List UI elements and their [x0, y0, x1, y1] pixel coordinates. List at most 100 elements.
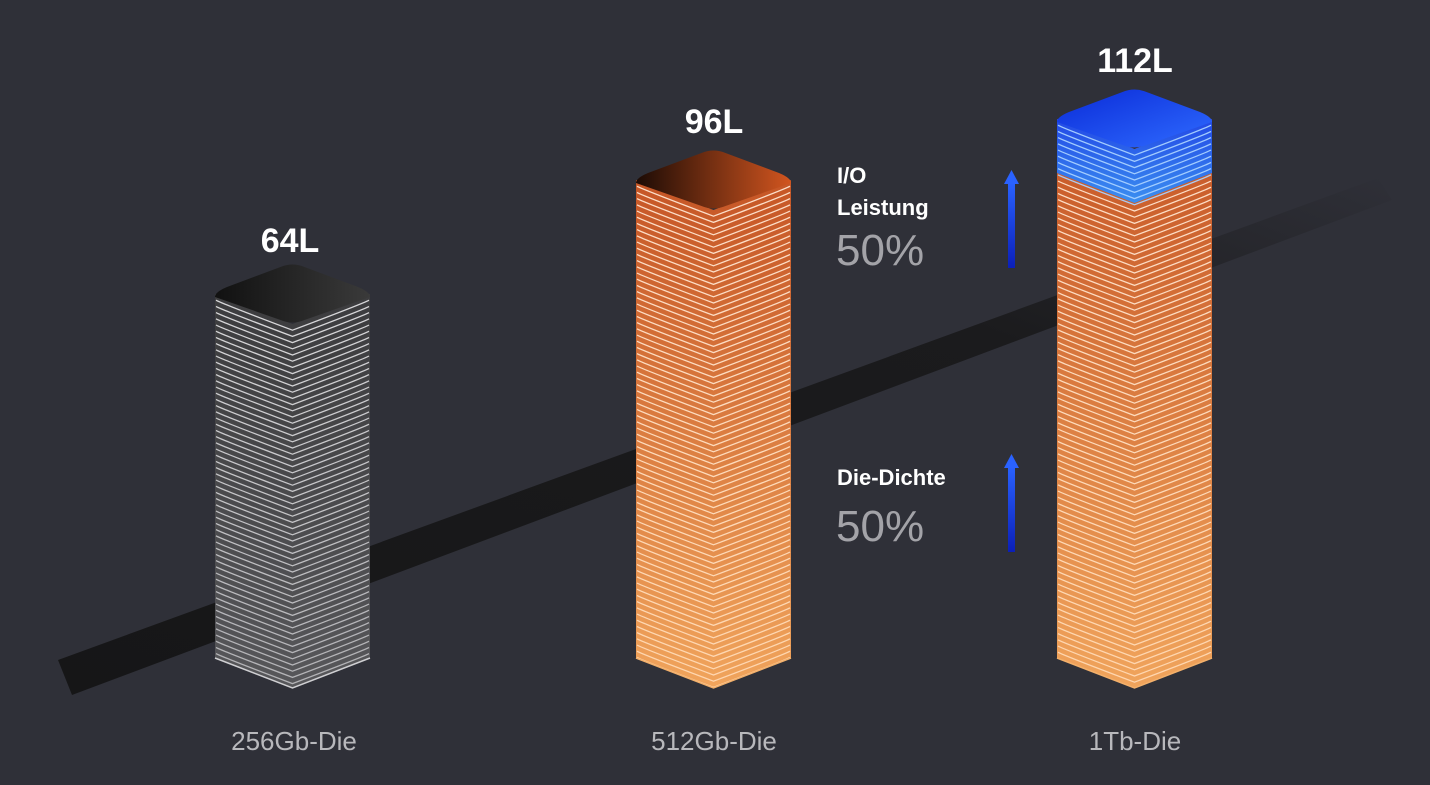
stack-layer-line	[1057, 490, 1212, 522]
stack-layer-line	[1057, 583, 1212, 615]
stack-layer-line	[636, 545, 791, 577]
stack-layer-line	[636, 594, 791, 627]
die-capacity-label: 512Gb-Die	[651, 726, 777, 756]
stack-layer-line	[1057, 366, 1212, 398]
stack-layer-line	[636, 489, 791, 521]
stack-layer-line	[636, 247, 791, 279]
stack-layer-line	[215, 355, 370, 387]
stack-layer-line	[215, 522, 370, 555]
stack-layer-line	[636, 198, 791, 230]
stack-layer-line	[636, 253, 791, 286]
stack-layer-line	[636, 402, 791, 434]
stack-layer-line	[215, 628, 370, 660]
stack-96l	[635, 150, 792, 689]
stack-layer-line	[636, 601, 791, 633]
stack-layer-line	[636, 650, 791, 682]
stack-layer-line	[636, 396, 791, 428]
stack-layer-line	[636, 204, 791, 236]
stack-layer-line	[215, 386, 370, 418]
stack-layer-line	[1057, 267, 1212, 299]
stack-layer-line	[1057, 248, 1212, 280]
stack-layer-line	[1057, 205, 1212, 237]
stack-layer-line	[1057, 292, 1212, 324]
stack-layer-line	[215, 646, 370, 679]
stack-layer-line	[215, 411, 370, 443]
stack-layer-line	[636, 470, 791, 503]
stack-layer-line	[215, 448, 370, 480]
stack-layer-line	[636, 384, 791, 416]
stack-layer-line	[1057, 230, 1212, 262]
stack-layer-line	[1057, 465, 1212, 497]
stack-layer-line	[215, 609, 370, 641]
stack-layer-line	[636, 297, 791, 329]
stack-layer-line	[636, 557, 791, 589]
stack-layer-line	[636, 278, 791, 310]
stack-layer-line	[1057, 645, 1212, 677]
stack-layer-line	[215, 429, 370, 462]
stack-layer-line	[636, 415, 791, 447]
stack-layer-line	[1057, 620, 1212, 652]
stack-layer-line	[1057, 298, 1212, 330]
stack-layer-line	[1057, 496, 1212, 528]
stack-layer-line	[1057, 155, 1212, 187]
stack-layer-line	[215, 417, 370, 449]
stack-layer-line	[1057, 329, 1212, 361]
stack-layer-line	[215, 529, 370, 561]
stack-layer-line	[215, 615, 370, 648]
stack-layer-line	[215, 454, 370, 486]
stack-layer-line	[1057, 199, 1212, 231]
stack-layer-line	[636, 266, 791, 298]
stack-layer-line	[215, 634, 370, 666]
stack-layer-line	[215, 349, 370, 381]
stack-layer-line	[636, 346, 791, 379]
stack-layer-line	[636, 322, 791, 354]
stack-layer-line	[636, 185, 791, 217]
stack-layer-line	[636, 625, 791, 658]
stack-layer-line	[215, 405, 370, 437]
stack-layer-line	[1057, 261, 1212, 293]
stack-layer-line	[636, 309, 791, 341]
stack-layer-line	[215, 560, 370, 592]
stack-layer-line	[1057, 614, 1212, 646]
stack-layer-line	[1057, 347, 1212, 380]
stack-layer-line	[215, 361, 370, 393]
stack-layer-line	[1057, 341, 1212, 373]
stack-layer-line	[636, 563, 791, 596]
stack-layer-line	[215, 380, 370, 412]
stack-layer-line	[1057, 310, 1212, 342]
stack-layer-line	[636, 377, 791, 410]
stack-layer-line	[215, 299, 370, 331]
stack-layer-line	[215, 516, 370, 548]
stack-layer-line	[636, 508, 791, 540]
stack-layer-line	[1057, 633, 1212, 665]
stack-layer-line	[215, 553, 370, 586]
stack-layer-line	[636, 514, 791, 546]
stack-top-face	[636, 150, 791, 209]
stack-layer-line	[215, 547, 370, 579]
io-metric-label: I/O Leistung	[837, 160, 929, 224]
stack-layer-line	[215, 479, 370, 511]
stack-layer-line	[636, 210, 791, 242]
stack-layer-line	[215, 510, 370, 542]
arrow-up-icon	[1004, 170, 1019, 268]
stack-layer-line	[636, 315, 791, 348]
stack-layer-line	[1057, 186, 1212, 218]
stack-layer-line	[1057, 174, 1212, 206]
stack-layer-line	[1057, 478, 1212, 510]
stack-layer-line	[1057, 409, 1212, 442]
stack-layer-line	[636, 638, 791, 670]
stack-layer-line	[1057, 521, 1212, 553]
stack-layer-line	[215, 324, 370, 356]
stack-layer-line	[1057, 192, 1212, 225]
stack-layer-line	[215, 374, 370, 406]
stack-layer-line	[215, 504, 370, 536]
stack-layer-line	[215, 336, 370, 369]
stack-layer-line	[636, 588, 791, 620]
stack-layer-line	[636, 464, 791, 496]
stack-layer-line	[1057, 137, 1212, 169]
stack-layer-line	[636, 551, 791, 583]
stack-layer-line	[1057, 428, 1212, 460]
stack-layer-line	[1057, 471, 1212, 504]
stack-layer-line	[1057, 595, 1212, 628]
